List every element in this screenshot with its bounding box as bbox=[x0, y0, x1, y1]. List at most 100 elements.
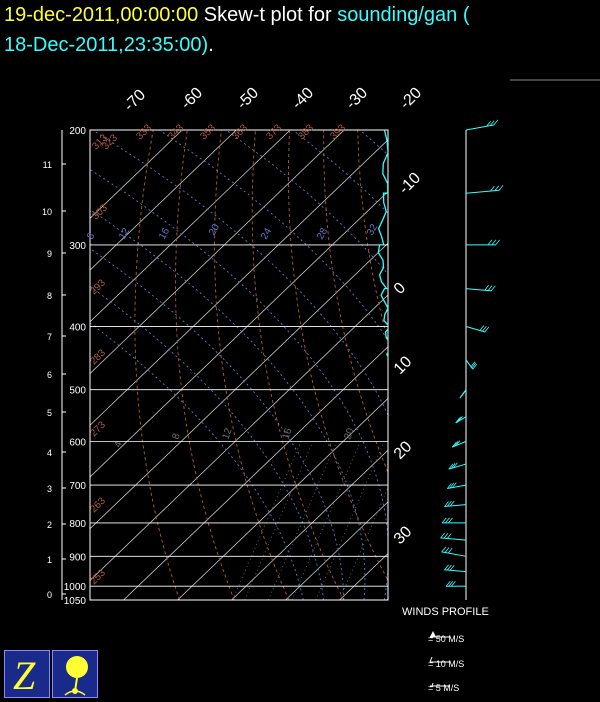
zebra-logo-icon: Z bbox=[4, 650, 50, 698]
height-tick-label: 3 bbox=[47, 484, 52, 494]
wind-barb-flag bbox=[447, 534, 451, 539]
dry-adiabat-label: 393 bbox=[328, 122, 348, 142]
isotherm-line bbox=[448, 130, 600, 600]
mixing-ratio-line bbox=[316, 441, 384, 600]
dry-adiabat-line bbox=[252, 130, 344, 600]
wind-barb-flag bbox=[444, 533, 448, 538]
sounding-balloon-icon bbox=[52, 650, 98, 698]
isotherm-line bbox=[0, 130, 290, 600]
pressure-tick-label: 200 bbox=[69, 126, 86, 137]
isotherm-line bbox=[16, 130, 507, 600]
height-tick-label: 11 bbox=[43, 160, 52, 170]
mixing-ratio-line bbox=[292, 441, 360, 600]
temperature-axis-label: -30 bbox=[343, 84, 371, 112]
temperature-axis-label: 20 bbox=[391, 438, 416, 463]
temperature-axis-label: -50 bbox=[234, 84, 262, 112]
dry-adiabat-label: 383 bbox=[296, 122, 316, 142]
temperature-axis-label: -70 bbox=[121, 86, 149, 114]
chart-profiles bbox=[378, 130, 468, 586]
isotherm-line bbox=[0, 130, 182, 600]
pressure-tick-label: 900 bbox=[69, 552, 86, 563]
isotherm-line bbox=[124, 130, 600, 600]
dry-adiabat-line bbox=[460, 130, 600, 600]
moist-adiabat-label: 16 bbox=[157, 226, 172, 242]
wind-legend-title: WINDS PROFILE bbox=[402, 606, 489, 618]
moist-adiabat-label: 12 bbox=[117, 226, 132, 242]
temperature-axis-label: -10 bbox=[396, 169, 424, 197]
wind-barb-flag bbox=[492, 240, 496, 245]
dry-adiabat-label: 293 bbox=[88, 277, 108, 297]
dry-adiabat-label: 273 bbox=[88, 419, 108, 439]
mixing-ratio-label: 16 bbox=[280, 426, 294, 441]
pressure-tick-label: 500 bbox=[69, 386, 86, 397]
wind-profile bbox=[440, 120, 503, 600]
dry-adiabat-label: 343 bbox=[166, 122, 186, 142]
height-tick-label: 1 bbox=[47, 555, 52, 565]
dry-adiabat-line bbox=[176, 130, 235, 600]
wind-barb-flag bbox=[460, 393, 464, 398]
isotherm-line bbox=[556, 130, 600, 600]
wind-barb-flag bbox=[485, 285, 489, 290]
isotherm-line bbox=[0, 130, 452, 600]
dry-adiabat-label: 333 bbox=[134, 122, 154, 142]
legend-50ms: = 50 M/S bbox=[428, 634, 464, 644]
plot-frame bbox=[90, 130, 388, 600]
mixing-ratio-line bbox=[233, 441, 301, 600]
dry-adiabat-label: 263 bbox=[88, 495, 108, 515]
height-tick-label: 0 bbox=[47, 590, 52, 600]
temperature-axis-label: 0 bbox=[391, 279, 409, 297]
wind-barb bbox=[466, 125, 494, 130]
height-tick-label: 10 bbox=[42, 207, 52, 217]
pressure-tick-label: 800 bbox=[69, 519, 86, 530]
dry-adiabat-label: 303 bbox=[90, 202, 110, 222]
dry-adiabat-line bbox=[358, 130, 508, 600]
dry-adiabat-line bbox=[392, 130, 563, 600]
wind-barb-flag bbox=[488, 286, 492, 291]
isotherm-line bbox=[502, 130, 600, 600]
dry-adiabat-line bbox=[426, 130, 600, 600]
dry-adiabat-line bbox=[596, 130, 600, 600]
pressure-tick-label: 600 bbox=[69, 437, 86, 448]
wind-barb bbox=[466, 190, 500, 193]
mixing-ratio-line bbox=[387, 441, 455, 600]
temperature-profile-line bbox=[440, 130, 468, 586]
pressure-tick-label: 700 bbox=[69, 481, 86, 492]
height-tick-label: 2 bbox=[47, 520, 52, 530]
dry-adiabat-line bbox=[494, 130, 600, 600]
dry-adiabat-line bbox=[562, 130, 600, 600]
temperature-axis-label: -60 bbox=[178, 84, 206, 112]
height-tick-label: 9 bbox=[47, 249, 52, 259]
svg-text:Z: Z bbox=[13, 653, 36, 697]
temperature-axis-label: 30 bbox=[391, 523, 416, 548]
dry-adiabat-label: 353 bbox=[198, 122, 218, 142]
moist-adiabat-line bbox=[0, 130, 365, 600]
mixing-ratio-label: 12 bbox=[220, 426, 234, 441]
isotherm-line bbox=[394, 130, 600, 600]
isotherm-line bbox=[232, 130, 600, 600]
pressure-tick-label: 1000 bbox=[64, 582, 87, 593]
isotherm-line bbox=[178, 130, 600, 600]
wind-barb-flag bbox=[488, 240, 492, 245]
dry-adiabat-label: 253 bbox=[88, 567, 108, 587]
wind-barb-flag bbox=[491, 286, 495, 291]
pressure-tick-label: 400 bbox=[69, 322, 86, 333]
wind-barb-flag bbox=[496, 240, 500, 245]
wind-barb bbox=[466, 289, 492, 291]
height-tick-label: 7 bbox=[47, 332, 52, 342]
isotherm-line bbox=[0, 130, 398, 600]
moist-adiabat-label: 20 bbox=[207, 222, 222, 238]
height-tick-label: 5 bbox=[47, 408, 52, 418]
moist-adiabat-label: 24 bbox=[259, 226, 274, 242]
wind-barb-flag bbox=[494, 120, 498, 125]
height-tick-label: 6 bbox=[47, 370, 52, 380]
dry-adiabat-label: 283 bbox=[88, 347, 108, 367]
moist-adiabat-line bbox=[93, 130, 415, 600]
height-tick-label: 4 bbox=[47, 448, 52, 458]
wind-barb-flag bbox=[445, 548, 449, 553]
mixing-ratio-label: 8 bbox=[170, 432, 182, 441]
wind-barb-flag bbox=[441, 533, 445, 538]
pressure-tick-label: 300 bbox=[69, 241, 86, 252]
isotherm-line bbox=[0, 130, 236, 600]
temperature-axis-label: -20 bbox=[397, 84, 425, 112]
